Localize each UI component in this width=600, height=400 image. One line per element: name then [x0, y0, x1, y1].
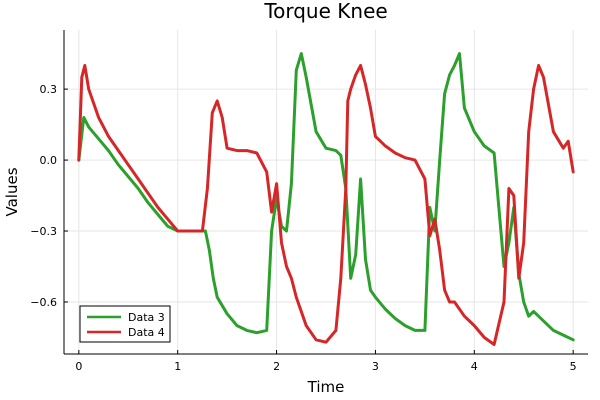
chart-title: Torque Knee — [263, 0, 387, 23]
y-axis-label: Values — [3, 167, 21, 216]
legend-label-data-4: Data 4 — [128, 326, 165, 339]
y-tick-label: −0.6 — [30, 296, 57, 309]
y-tick-label: −0.3 — [30, 225, 57, 238]
legend-box — [79, 305, 171, 343]
x-tick-label: 0 — [75, 360, 82, 373]
x-axis-label: Time — [307, 378, 345, 396]
x-tick-label: 5 — [570, 360, 577, 373]
series-layer — [77, 52, 575, 346]
ticks-layer: 0 1 2 3 4 5 −0.6 −0.3 0.0 0.3 — [30, 83, 576, 373]
x-tick-label: 4 — [471, 360, 478, 373]
x-tick-label: 2 — [273, 360, 280, 373]
y-tick-label: 0.3 — [40, 83, 58, 96]
grid-layer — [64, 30, 588, 354]
x-tick-label: 3 — [372, 360, 379, 373]
series-line-data-3 — [77, 52, 575, 342]
series-line-data-4 — [77, 64, 575, 346]
legend: Data 3 Data 4 — [79, 305, 171, 343]
legend-label-data-3: Data 3 — [128, 311, 165, 324]
y-tick-label: 0.0 — [40, 154, 58, 167]
x-tick-label: 1 — [174, 360, 181, 373]
axes-layer — [63, 30, 588, 355]
